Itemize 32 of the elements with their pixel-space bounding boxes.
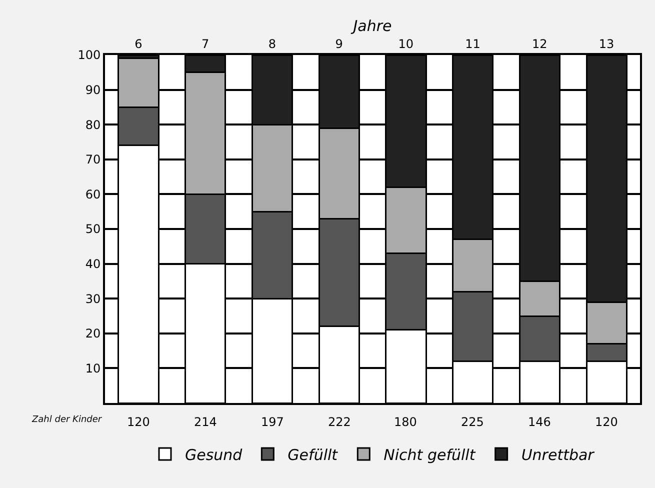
y-tick-label: 90 [85, 83, 101, 97]
legend-label: Gesund [185, 446, 243, 464]
text: 146 [528, 415, 551, 429]
x-tick-label: 9 [335, 37, 343, 52]
text: 180 [394, 415, 417, 429]
text: 214 [194, 415, 217, 429]
x-tick-label: 12 [532, 37, 548, 52]
text: 222 [328, 415, 351, 429]
y-tick-label: 50 [85, 222, 101, 236]
text: Zahl der Kinder [31, 415, 103, 425]
y-tick-label: 80 [85, 118, 101, 132]
x-tick-label: 7 [201, 37, 210, 52]
y-tick-label: 20 [85, 326, 101, 341]
legend-label: Gefüllt [288, 446, 339, 464]
text: 197 [261, 415, 284, 429]
y-tick-label: 70 [85, 152, 101, 167]
text: 225 [461, 415, 484, 429]
legend-label: Unrettbar [521, 446, 595, 464]
x-tick-label: 6 [134, 37, 142, 52]
y-tick-label: 100 [78, 48, 101, 62]
y-tick-label: 30 [85, 292, 101, 306]
y-tick-label: 60 [85, 187, 101, 202]
y-tick-label: 10 [85, 361, 101, 376]
legend-label: Nicht gefüllt [384, 446, 476, 464]
x-axis-title: Jahre [350, 16, 392, 35]
x-tick-label: 11 [465, 37, 480, 52]
x-tick-label: 13 [598, 37, 614, 52]
text: 120 [127, 415, 150, 429]
text: 120 [595, 415, 618, 429]
x-tick-label: 10 [398, 37, 414, 52]
x-tick-label: 8 [268, 37, 276, 52]
y-tick-label: 40 [85, 257, 101, 271]
